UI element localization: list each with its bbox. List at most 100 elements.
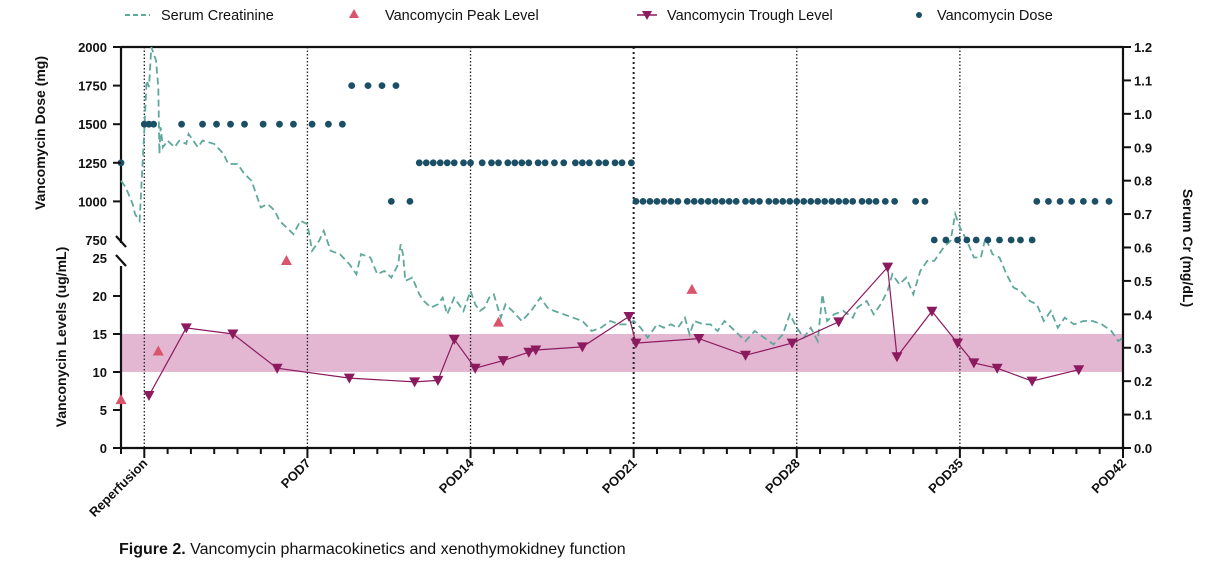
chart-figure: Serum Creatinine Vancomycin Peak Level V… [32, 8, 1196, 520]
x-tick-label: POD35 [925, 456, 966, 497]
dose-marker [732, 198, 740, 205]
dose-marker [525, 159, 533, 167]
dose-marker [364, 82, 372, 89]
dose-marker [578, 159, 586, 167]
dose-marker [828, 198, 836, 205]
dose-marker [779, 198, 787, 205]
dose-tick-label: 1250 [78, 156, 107, 171]
levels-axis-ticks: 25 20 15 10 5 0 [93, 251, 121, 456]
dose-marker [749, 198, 756, 205]
dose-tick-label: 750 [85, 233, 107, 248]
dose-marker [756, 198, 763, 205]
dose-marker [595, 159, 603, 167]
trough-marker [926, 306, 938, 317]
dose-marker [772, 198, 780, 205]
dose-marker [858, 198, 866, 205]
axes [115, 45, 1125, 450]
dose-marker [872, 198, 880, 205]
triangle-up-icon [349, 9, 359, 18]
dose-marker [849, 198, 857, 205]
dose-marker [667, 198, 675, 205]
creatinine-tick-label: 1.1 [1134, 73, 1152, 88]
dose-marker [387, 198, 395, 205]
dose-marker [891, 198, 899, 205]
dose-marker [213, 120, 220, 128]
dose-marker [415, 159, 423, 167]
dose-tick-label: 1750 [78, 79, 107, 94]
creatinine-tick-label: 0.9 [1134, 140, 1152, 155]
dose-marker [534, 159, 542, 167]
creatinine-tick-label: 0.4 [1134, 307, 1153, 322]
dose-marker [560, 159, 568, 167]
dose-marker [765, 198, 773, 205]
creatinine-tick-label: 0.0 [1134, 441, 1152, 456]
trough-marker [143, 391, 155, 402]
dose-tick-label: 1500 [78, 117, 107, 132]
dose-marker [199, 120, 206, 128]
creatinine-axis-ticks: 1.2 1.1 1.0 0.9 0.8 0.7 0.6 0.5 0.4 0.3 0.2 0.1 0.0 [1123, 40, 1153, 456]
dose-marker [725, 198, 733, 205]
trough-marker [343, 373, 355, 384]
trough-marker [530, 345, 542, 356]
x-tick-label: POD7 [278, 456, 314, 492]
dose-marker [467, 159, 474, 167]
dose-marker [814, 198, 822, 205]
creatinine-tick-label: 0.8 [1134, 174, 1152, 189]
creatinine-axis-title: Serum Cr (mg/dL) [1180, 189, 1196, 307]
target-range-band [121, 334, 1123, 372]
legend-item-trough: Vancomycin Trough Level [637, 8, 833, 24]
trough-marker [576, 342, 588, 353]
trough-marker [693, 334, 705, 345]
dose-axis-title: Vancomycin Dose (mg) [32, 56, 48, 210]
dose-marker [241, 120, 248, 128]
dose-marker [632, 198, 640, 205]
dose-marker [996, 236, 1003, 244]
levels-tick-label: 10 [93, 365, 107, 380]
trough-marker [180, 323, 192, 334]
dose-marker [660, 198, 668, 205]
legend-label: Vancomycin Trough Level [667, 8, 833, 24]
dose-marker [835, 198, 843, 205]
dose-marker [704, 198, 712, 205]
creatinine-tick-label: 1.0 [1134, 107, 1152, 122]
creatinine-tick-label: 0.6 [1134, 241, 1152, 256]
trough-marker [271, 363, 283, 374]
levels-tick-label: 20 [93, 289, 107, 304]
peak-marker [152, 345, 164, 356]
dose-marker [881, 198, 889, 205]
dose-marker [541, 159, 549, 167]
figure-caption-label: Figure 2. [119, 541, 186, 558]
dose-marker [1056, 198, 1064, 205]
legend-label: Vancomycin Dose [937, 8, 1053, 24]
levels-tick-label: 0 [100, 441, 107, 456]
dose-series [117, 82, 1113, 244]
dose-marker [140, 120, 148, 128]
creatinine-line [120, 46, 1124, 346]
dose-marker [450, 159, 458, 167]
dose-marker [611, 159, 619, 167]
dose-marker [865, 198, 873, 205]
dose-marker [518, 159, 526, 167]
reference-lines [143, 47, 961, 448]
dose-marker [504, 159, 512, 167]
trough-marker [523, 347, 535, 358]
dose-marker [488, 159, 495, 167]
dose-marker [436, 159, 444, 167]
x-tick-label: POD28 [762, 456, 803, 497]
levels-tick-label: 15 [93, 327, 107, 342]
x-tick-label: POD42 [1088, 456, 1129, 497]
dose-tick-label: 1000 [78, 194, 107, 209]
trough-series [143, 262, 1085, 402]
dose-marker [348, 82, 356, 89]
dose-marker [571, 159, 579, 167]
dose-marker [1028, 236, 1036, 244]
dose-marker [793, 198, 801, 205]
dose-marker [585, 159, 593, 167]
creatinine-series [120, 46, 1124, 346]
creatinine-tick-label: 0.1 [1134, 408, 1152, 423]
axis-break-mark [115, 254, 127, 267]
dose-marker [674, 198, 682, 205]
dose-marker [460, 159, 467, 167]
dose-marker [338, 120, 346, 128]
dose-marker [1045, 198, 1052, 205]
